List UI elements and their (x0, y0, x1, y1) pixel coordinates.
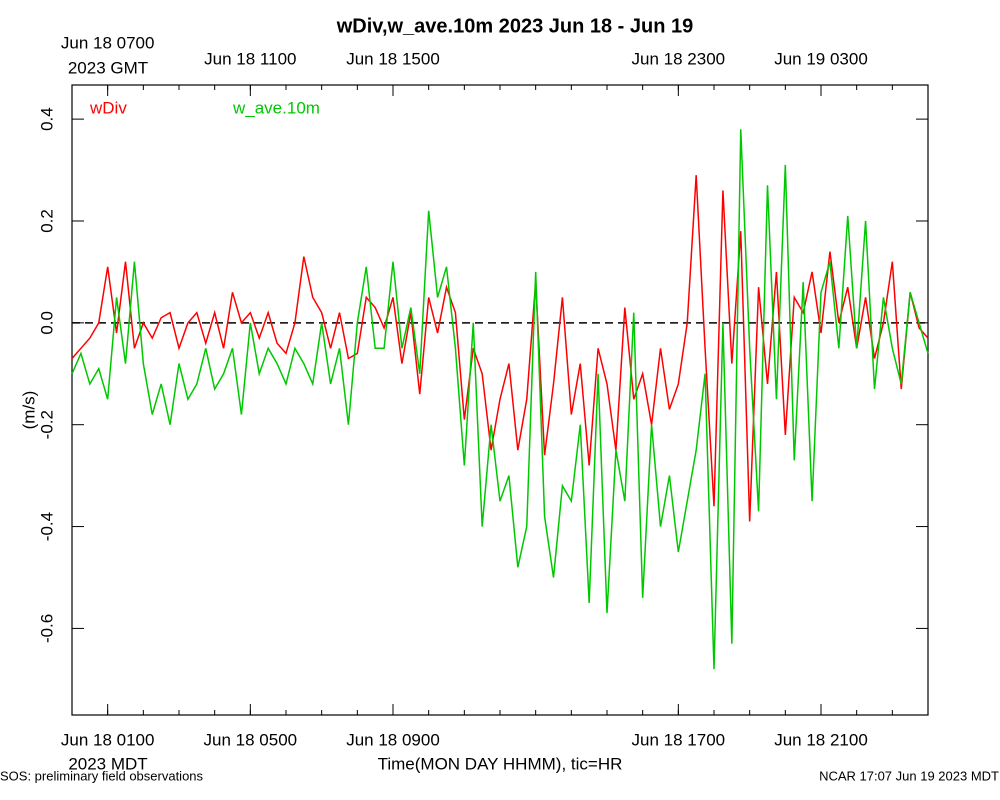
x-axis-label: Time(MON DAY HHMM), tic=HR (378, 754, 623, 773)
x-tick-label: Jun 18 0100 (61, 730, 155, 749)
series-line (71, 129, 929, 670)
x2-tick-label: Jun 18 2300 (632, 49, 726, 68)
x2-tick-label: Jun 18 1100 (204, 49, 296, 68)
x2-zone-label: 2023 GMT (68, 58, 148, 77)
legend-label: wDiv (89, 98, 127, 117)
x2-tick-label: Jun 18 0700 (61, 33, 155, 52)
x-zone-label: 2023 MDT (68, 754, 147, 773)
chart-title: wDiv,w_ave.10m 2023 Jun 18 - Jun 19 (336, 15, 693, 37)
series-line (71, 175, 929, 522)
x-tick-label: Jun 18 1700 (632, 730, 726, 749)
y-tick-label: 0.2 (37, 209, 56, 233)
legend-label: w_ave.10m (232, 98, 320, 117)
x2-tick-label: Jun 18 1500 (346, 49, 440, 68)
y-tick-label: -0.4 (37, 512, 56, 541)
x-tick-label: Jun 18 0500 (204, 730, 298, 749)
y-tick-label: 0.0 (37, 311, 56, 335)
x-tick-label: Jun 18 2100 (774, 730, 868, 749)
footer-left: SOS: preliminary field observations (0, 768, 204, 783)
y-tick-label: -0.2 (37, 410, 56, 439)
footer-right: NCAR 17:07 Jun 19 2023 MDT (819, 768, 999, 783)
x2-tick-label: Jun 19 0300 (774, 49, 868, 68)
y-tick-label: 0.4 (37, 107, 56, 131)
y-tick-label: -0.6 (37, 614, 56, 643)
y-axis-label: (m/s) (19, 391, 38, 430)
x-tick-label: Jun 18 0900 (346, 730, 440, 749)
